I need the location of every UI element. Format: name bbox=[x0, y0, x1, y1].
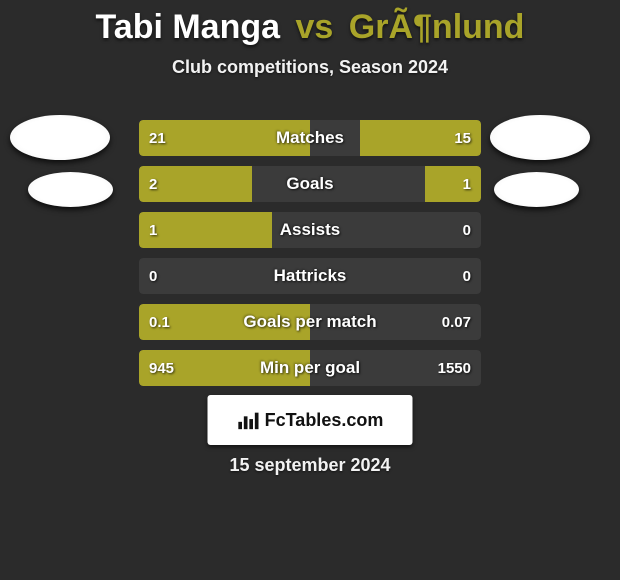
player2-name: GrÃ¶nlund bbox=[349, 8, 525, 46]
stat-row: 9451550Min per goal bbox=[139, 350, 481, 386]
brand-text: FcTables.com bbox=[265, 410, 384, 431]
subtitle: Club competitions, Season 2024 bbox=[0, 57, 620, 78]
player1-name: Tabi Manga bbox=[96, 8, 281, 46]
stats-panel: 2115Matches 21Goals 10Assists 00Hattricks 0.… bbox=[139, 120, 481, 396]
comparison-title: Tabi Manga vs GrÃ¶nlund bbox=[0, 0, 620, 47]
player2-avatar-secondary bbox=[494, 172, 579, 207]
stat-row: 2115Matches bbox=[139, 120, 481, 156]
stat-label: Assists bbox=[139, 212, 481, 248]
generated-date: 15 september 2024 bbox=[0, 455, 620, 476]
stat-row: 21Goals bbox=[139, 166, 481, 202]
stat-label: Goals bbox=[139, 166, 481, 202]
player2-avatar-main bbox=[490, 115, 590, 160]
stat-row: 0.10.07Goals per match bbox=[139, 304, 481, 340]
stat-row: 00Hattricks bbox=[139, 258, 481, 294]
stat-label: Matches bbox=[139, 120, 481, 156]
stat-label: Min per goal bbox=[139, 350, 481, 386]
player1-avatar-secondary bbox=[28, 172, 113, 207]
stat-row: 10Assists bbox=[139, 212, 481, 248]
brand-logo[interactable]: FcTables.com bbox=[208, 395, 413, 445]
player1-avatar-main bbox=[10, 115, 110, 160]
stat-label: Goals per match bbox=[139, 304, 481, 340]
stat-label: Hattricks bbox=[139, 258, 481, 294]
vs-separator: vs bbox=[296, 8, 334, 46]
bar-chart-icon bbox=[237, 409, 259, 431]
